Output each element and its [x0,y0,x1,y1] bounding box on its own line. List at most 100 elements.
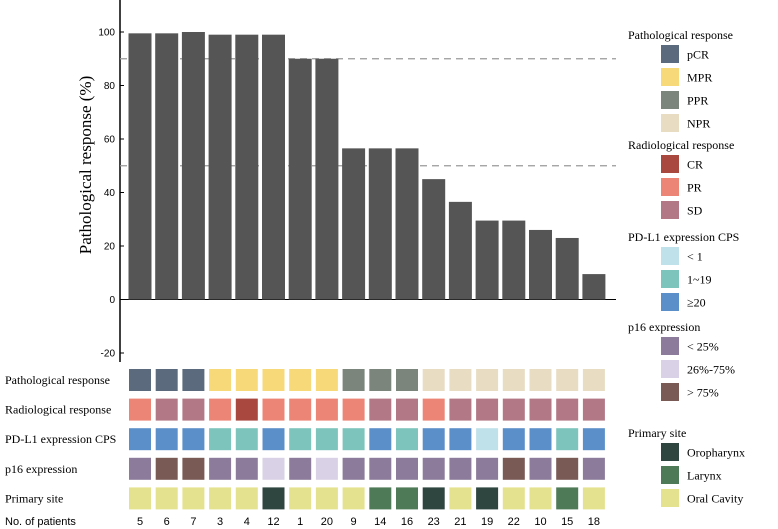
heatmap-cell-radiological-response-1 [289,398,312,421]
heatmap-cell-pathological-response-23 [422,369,445,391]
heatmap-cell-pd-l1-expression-cps-20 [315,428,338,451]
heatmap-cell-pd-l1-expression-cps-1 [289,428,312,451]
y-axis-title: Pathological response (%) [76,76,95,254]
row-label-radiological-response: Radiological response [5,403,111,417]
legend-label-25: < 25% [687,340,719,354]
legend-label-pr: PR [687,181,702,195]
patient-number-label: 18 [588,516,600,528]
heatmap-cell-pathological-response-1 [289,369,312,391]
heatmap-cell-radiological-response-22 [502,398,525,421]
legend-label-mpr: MPR [687,71,712,85]
heatmap-cell-primary-site-7 [182,487,205,510]
heatmap-cell-radiological-response-4 [235,398,258,421]
row-label-pathological-response: Pathological response [5,373,110,387]
heatmap-cell-radiological-response-18 [582,398,605,421]
heatmap-cell-p16-expression-3 [209,457,232,480]
bar-patient-20 [315,58,339,300]
legend-label-larynx: Larynx [687,469,722,483]
legend-swatch-oropharynx [661,443,679,461]
heatmap-cell-radiological-response-19 [476,398,499,421]
heatmap-cell-radiological-response-12 [262,398,285,421]
heatmap-cell-pd-l1-expression-cps-9 [342,428,365,451]
heatmap-cell-primary-site-23 [422,487,445,510]
heatmap-cell-pathological-response-19 [476,369,499,391]
heatmap-cell-primary-site-1 [289,487,312,510]
heatmap-cell-radiological-response-7 [182,398,205,421]
heatmap-cell-p16-expression-16 [396,457,418,480]
heatmap-cell-p16-expression-22 [502,457,525,480]
bar-patient-15 [555,237,579,300]
row-label-pd-l1-expression-cps: PD-L1 expression CPS [5,432,116,446]
patient-number-label: 6 [164,516,170,528]
legend-label-26-75: 26%-75% [687,363,735,377]
bar-patient-22 [502,220,526,300]
patient-number-label: 9 [351,516,357,528]
heatmap-cell-p16-expression-5 [129,457,151,480]
patient-number-label: 20 [321,516,333,528]
heatmap-cell-pd-l1-expression-cps-22 [502,428,525,451]
bar-patient-21 [448,201,472,300]
heatmap-cell-pathological-response-9 [342,369,365,391]
heatmap-cell-primary-site-16 [396,487,418,510]
heatmap-cell-p16-expression-12 [262,457,285,480]
patient-number-label: 22 [508,516,520,528]
heatmap-cell-p16-expression-20 [315,457,338,480]
heatmap-cell-primary-site-19 [476,487,499,510]
heatmap-cell-radiological-response-15 [556,398,579,421]
heatmap-cell-pd-l1-expression-cps-4 [235,428,258,451]
legend-label-75: > 75% [687,386,719,400]
heatmap-cell-pathological-response-16 [396,369,418,391]
heatmap-cell-primary-site-21 [449,487,472,510]
legend-title-p16-expression: p16 expression [628,320,700,334]
patient-number-label: 5 [137,516,143,528]
patient-number-label: 4 [244,516,250,528]
heatmap-cell-pd-l1-expression-cps-12 [262,428,285,451]
heatmap-cell-radiological-response-10 [529,398,552,421]
bar-patient-23 [422,179,446,300]
legend: Pathological response pCR MPR PPR NPR Radiolo… [628,28,745,507]
heatmap-cell-pd-l1-expression-cps-16 [396,428,418,451]
bar-patient-6 [155,33,179,300]
heatmap-cell-radiological-response-21 [449,398,472,421]
y-tick-label: 0 [109,295,115,306]
bar-patient-18 [582,274,606,300]
legend-swatch-pcr [661,45,679,63]
legend-swatch-larynx [661,466,679,484]
heatmap-cell-pd-l1-expression-cps-10 [529,428,552,451]
y-tick-label: 20 [104,242,116,253]
heatmap-cell-primary-site-6 [155,487,178,510]
patient-number-label: 23 [428,516,440,528]
heatmap-cell-primary-site-4 [235,487,258,510]
bar-patient-7 [181,32,205,300]
legend-label-oral-cavity: Oral Cavity [687,492,743,506]
legend-title-pd-l1-expression-cps: PD-L1 expression CPS [628,230,739,244]
heatmap-cell-p16-expression-18 [582,457,605,480]
bar-patient-5 [128,33,152,300]
heatmap-cell-radiological-response-3 [209,398,232,421]
heatmap-cell-primary-site-5 [129,487,151,510]
heatmap-cell-pathological-response-6 [155,369,178,391]
legend-label-cr: CR [687,158,703,172]
bar-series [128,32,606,300]
heatmap-cell-pd-l1-expression-cps-15 [556,428,579,451]
legend-swatch-cr [661,155,679,173]
legend-label-oropharynx: Oropharynx [687,446,745,460]
heatmap-cell-pathological-response-12 [262,369,285,391]
heatmap-cell-radiological-response-9 [342,398,365,421]
heatmap-cell-pd-l1-expression-cps-6 [155,428,178,451]
legend-swatch-25 [661,337,679,355]
legend-title-radiological-response: Radiological response [628,138,734,152]
legend-swatch-75 [661,383,679,401]
heatmap-cell-p16-expression-1 [289,457,312,480]
y-tick-label: 80 [104,81,116,92]
patient-number-label: 3 [217,516,223,528]
legend-label-ppr: PPR [687,94,708,108]
heatmap-cell-p16-expression-21 [449,457,472,480]
heatmap-cell-pd-l1-expression-cps-18 [582,428,605,451]
legend-swatch-oral-cavity [661,489,679,507]
heatmap-cell-radiological-response-23 [422,398,445,421]
legend-label-1: < 1 [687,250,703,264]
bar-patient-12 [262,34,285,300]
heatmap-cell-p16-expression-7 [182,457,205,480]
